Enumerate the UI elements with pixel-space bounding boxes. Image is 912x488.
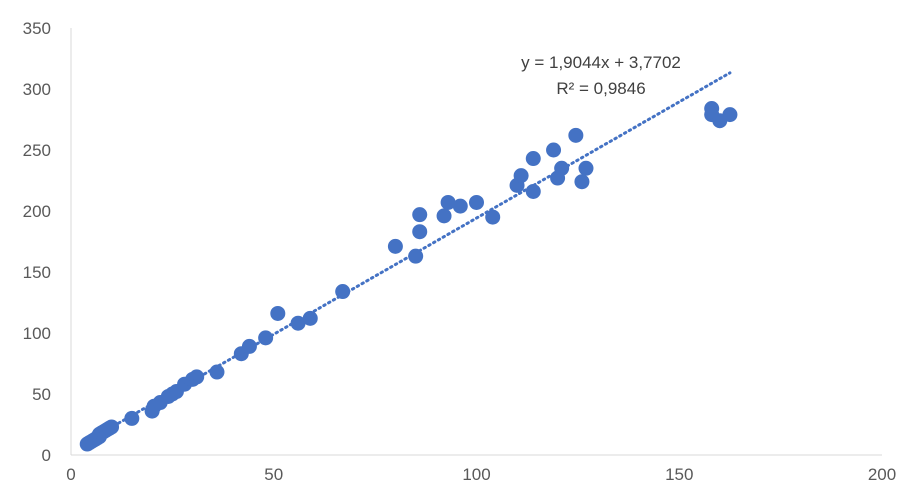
trendline-r-squared: R² = 0,9846 <box>556 79 645 98</box>
data-point <box>189 369 205 385</box>
data-point <box>546 142 562 158</box>
data-point <box>387 238 403 254</box>
y-tick-label: 150 <box>23 263 51 282</box>
y-tick-label: 250 <box>23 141 51 160</box>
y-tick-label: 350 <box>23 19 51 38</box>
data-point <box>104 419 120 435</box>
data-point <box>408 248 424 264</box>
y-tick-label: 200 <box>23 202 51 221</box>
data-point <box>513 168 529 184</box>
x-tick-labels: 0 50 100 150 200 <box>66 465 896 484</box>
data-point <box>525 151 541 167</box>
x-tick-label: 0 <box>66 465 75 484</box>
data-point <box>485 209 501 225</box>
data-point <box>412 207 428 223</box>
x-tick-label: 100 <box>462 465 490 484</box>
x-tick-label: 200 <box>868 465 896 484</box>
data-point <box>469 194 484 210</box>
data-point <box>270 305 286 321</box>
data-point <box>578 160 594 176</box>
data-point <box>568 127 584 143</box>
data-point <box>209 364 225 380</box>
data-point <box>241 338 257 354</box>
y-tick-labels: 0 50 100 150 200 250 300 350 <box>23 19 51 465</box>
data-point <box>412 224 428 240</box>
x-tick-label: 50 <box>264 465 283 484</box>
x-tick-label: 150 <box>665 465 693 484</box>
data-points <box>79 101 738 452</box>
y-tick-label: 0 <box>42 446 51 465</box>
data-point <box>440 194 456 210</box>
data-point <box>574 174 590 190</box>
y-tick-label: 300 <box>23 80 51 99</box>
trendline-equation: y = 1,9044x + 3,7702 <box>521 53 681 72</box>
y-tick-label: 50 <box>32 385 51 404</box>
data-point <box>722 107 738 123</box>
data-point <box>436 208 452 224</box>
trendline <box>83 71 732 444</box>
y-tick-label: 100 <box>23 324 51 343</box>
data-point <box>452 198 468 214</box>
